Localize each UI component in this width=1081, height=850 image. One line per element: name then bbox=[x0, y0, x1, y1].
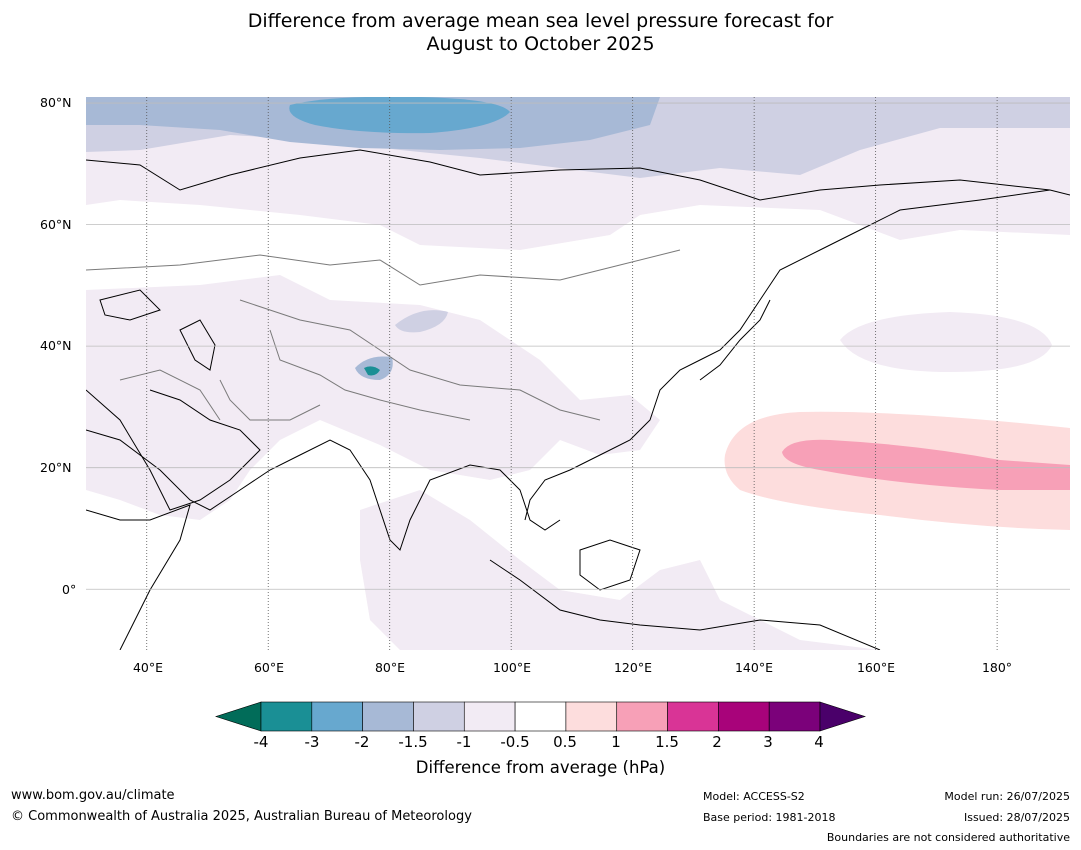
colorbar-segment bbox=[362, 701, 414, 732]
lat-label: 20°N bbox=[40, 460, 72, 475]
boundary-line bbox=[119, 369, 221, 421]
lon-label: 140°E bbox=[734, 660, 773, 675]
title-line-1: Difference from average mean sea level p… bbox=[247, 10, 834, 32]
lat-label: 80°N bbox=[40, 95, 72, 110]
coastline-arabia bbox=[86, 389, 261, 511]
colorbar-label: Difference from average (hPa) bbox=[415, 758, 666, 777]
colorbar-tick: 0.5 bbox=[553, 733, 577, 751]
anomaly-region-weak-negative bbox=[360, 490, 880, 650]
colorbar-tick: -1 bbox=[456, 733, 472, 751]
base-period-text: Base period: 1981-2018 bbox=[703, 811, 836, 824]
model-text: Model: ACCESS-S2 bbox=[703, 790, 805, 803]
coastline-arctic bbox=[86, 149, 1070, 201]
colorbar-tick: 4 bbox=[814, 733, 824, 751]
boundary-line bbox=[239, 299, 601, 421]
graticule bbox=[86, 97, 1070, 650]
model-run-text: Model run: 26/07/2025 bbox=[944, 790, 1070, 803]
colorbar-segments bbox=[215, 701, 866, 732]
anomaly-fill-layer bbox=[86, 97, 1070, 650]
coastline-africa bbox=[86, 504, 191, 650]
colorbar-segment bbox=[667, 701, 719, 732]
colorbar-tick: 1 bbox=[611, 733, 621, 751]
forecast-map bbox=[86, 97, 1070, 650]
coastline-caspian bbox=[179, 319, 216, 371]
lat-label: 60°N bbox=[40, 217, 72, 232]
colorbar-over-arrow bbox=[819, 701, 866, 732]
anomaly-region-weak-negative bbox=[840, 312, 1052, 372]
coastline-layer bbox=[86, 149, 1070, 650]
anomaly-region-strong-negative bbox=[289, 97, 510, 134]
boundary-line bbox=[219, 379, 321, 421]
colorbar-segment bbox=[718, 701, 770, 732]
colorbar-segment bbox=[463, 701, 516, 732]
colorbar-tick: 2 bbox=[712, 733, 722, 751]
colorbar-tick: -3 bbox=[304, 733, 320, 751]
colorbar-tick: -2 bbox=[354, 733, 370, 751]
colorbar-segment bbox=[413, 701, 465, 732]
colorbar-segment bbox=[311, 701, 363, 732]
lat-label: 0° bbox=[62, 582, 77, 597]
colorbar-tick: 1.5 bbox=[655, 733, 679, 751]
coastline-south-asia bbox=[86, 429, 561, 551]
colorbar-under-arrow bbox=[215, 701, 262, 732]
lon-label: 120°E bbox=[613, 660, 652, 675]
coastline-japan bbox=[699, 299, 771, 381]
coastline-indonesia bbox=[489, 559, 881, 650]
lon-label: 100°E bbox=[492, 660, 531, 675]
lon-label: 60°E bbox=[253, 660, 285, 675]
lon-label: 80°E bbox=[374, 660, 406, 675]
colorbar-segment bbox=[768, 701, 821, 732]
issued-text: Issued: 28/07/2025 bbox=[963, 811, 1070, 824]
colorbar-tick: -4 bbox=[253, 733, 269, 751]
lon-label: 180° bbox=[981, 660, 1013, 675]
boundary-line bbox=[86, 249, 681, 286]
anomaly-region-positive bbox=[782, 439, 1070, 490]
website-link[interactable]: www.bom.gov.au/climate bbox=[11, 788, 175, 803]
coastline-black-sea bbox=[99, 289, 161, 321]
map-title: Difference from average mean sea level p… bbox=[0, 10, 1081, 56]
colorbar-segment bbox=[565, 701, 618, 732]
colorbar-tick: -0.5 bbox=[500, 733, 530, 751]
colorbar-segment bbox=[616, 701, 668, 732]
anomaly-region-strong-negative bbox=[364, 366, 380, 376]
coastline-pacific bbox=[524, 189, 1051, 521]
boundary-line bbox=[269, 329, 471, 421]
disclaimer-text: Boundaries are not considered authoritat… bbox=[826, 831, 1070, 844]
colorbar-tick: -1.5 bbox=[398, 733, 428, 751]
lat-label: 40°N bbox=[40, 338, 72, 353]
title-line-2: August to October 2025 bbox=[426, 33, 655, 55]
coastline-borneo bbox=[579, 539, 641, 591]
lon-label: 40°E bbox=[132, 660, 164, 675]
copyright-text: © Commonwealth of Australia 2025, Austra… bbox=[11, 809, 472, 824]
colorbar-segment bbox=[260, 701, 313, 732]
colorbar-tick: 3 bbox=[763, 733, 773, 751]
anomaly-region-negative bbox=[395, 310, 448, 333]
colorbar-segment bbox=[514, 701, 567, 732]
boundary-layer bbox=[86, 249, 681, 421]
lon-label: 160°E bbox=[856, 660, 895, 675]
